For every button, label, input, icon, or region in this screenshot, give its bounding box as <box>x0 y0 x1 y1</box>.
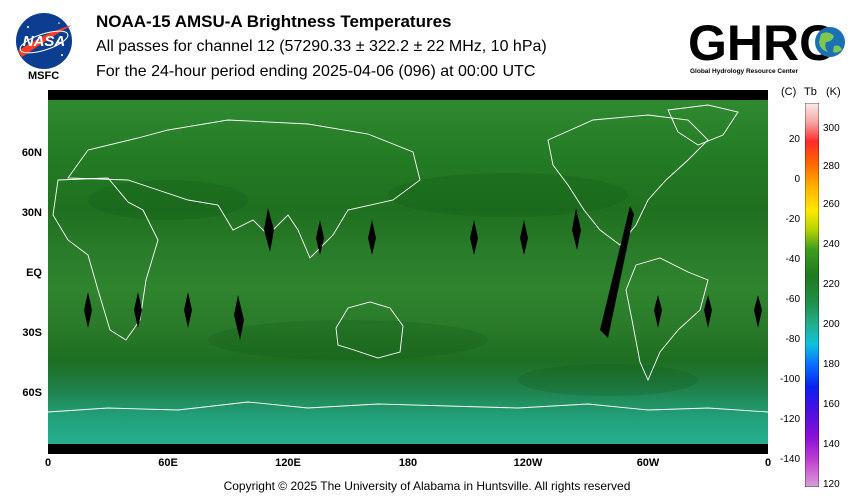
cb-c-minus-80: -80 <box>785 334 800 345</box>
colorbar-tb-header: Tb <box>804 86 817 98</box>
gap <box>84 292 92 328</box>
ghrc-logo: GHRC Global Hydrology Resource Center <box>688 15 845 75</box>
ghrc-logo-text: GHRC <box>688 15 835 71</box>
cb-c-minus-120: -120 <box>779 414 800 425</box>
cb-k-300: 300 <box>823 123 840 134</box>
gap <box>704 295 712 328</box>
lon-label-120w: 120W <box>513 457 543 469</box>
gap <box>520 220 528 255</box>
cb-c-0: 0 <box>794 174 800 185</box>
channel-subtitle: All passes for channel 12 (57290.33 ± 32… <box>96 38 547 55</box>
lat-label-30s: 30S <box>22 327 42 339</box>
gap <box>184 292 192 328</box>
swath-gaps <box>84 206 762 340</box>
lon-label-180: 180 <box>398 457 418 469</box>
page-title: NOAA-15 AMSU-A Brightness Temperatures <box>96 12 452 31</box>
coast-africa <box>52 177 159 341</box>
gap <box>470 220 478 255</box>
lon-label-60w: 60W <box>636 457 660 469</box>
cb-c-minus-40: -40 <box>785 254 800 265</box>
coast-south-america <box>625 257 709 382</box>
colorbar-kelvin-header: (K) <box>826 86 841 98</box>
cb-c-minus-140: -140 <box>779 454 800 465</box>
coast-australia <box>335 301 404 359</box>
coast-eurasia <box>67 119 421 259</box>
cb-k-200: 200 <box>823 319 840 330</box>
msfc-label: MSFC <box>28 70 60 82</box>
period-subtitle: For the 24-hour period ending 2025-04-06… <box>96 63 536 80</box>
gap <box>572 208 581 250</box>
cb-k-160: 160 <box>823 399 840 410</box>
colorbar <box>805 103 819 487</box>
cb-c-minus-60: -60 <box>785 294 800 305</box>
copyright-notice: Copyright © 2025 The University of Alaba… <box>223 479 631 493</box>
coastlines <box>48 104 768 413</box>
lat-label-30n: 30N <box>21 207 42 219</box>
gap <box>654 295 662 328</box>
colorbar-celsius-header: (C) <box>781 86 797 98</box>
lat-label-60s: 60S <box>22 387 42 399</box>
gap <box>368 220 376 255</box>
nasa-logo-text: NASA <box>23 33 66 50</box>
cb-k-180: 180 <box>823 359 840 370</box>
cb-c-minus-20: -20 <box>785 214 800 225</box>
lat-label-60n: 60N <box>21 147 42 159</box>
coast-north-america <box>547 114 709 246</box>
cb-k-240: 240 <box>823 239 840 250</box>
brightness-field <box>48 100 768 444</box>
ghrc-tagline: Global Hydrology Resource Center <box>690 68 798 75</box>
nasa-logo: NASA <box>16 13 72 69</box>
gap <box>754 295 762 328</box>
lat-label-eq: EQ <box>26 267 42 279</box>
lon-label-0-east: 0 <box>764 457 772 469</box>
gap <box>316 220 324 255</box>
cb-k-120: 120 <box>823 479 840 490</box>
cb-k-260: 260 <box>823 199 840 210</box>
lon-label-120e: 120E <box>275 457 301 469</box>
cb-c-20: 20 <box>788 134 800 145</box>
coast-greenland <box>667 104 739 146</box>
gap <box>600 206 634 338</box>
cb-c-minus-100: -100 <box>779 374 800 385</box>
gap <box>134 292 142 328</box>
lon-label-60e: 60E <box>158 457 178 469</box>
coast-antarctica <box>48 401 768 413</box>
gap <box>234 295 244 340</box>
lon-label-0-west: 0 <box>44 457 52 469</box>
brightness-map <box>48 90 768 454</box>
cb-k-140: 140 <box>823 439 840 450</box>
cb-k-220: 220 <box>823 279 840 290</box>
gap <box>264 208 274 252</box>
cb-k-280: 280 <box>823 161 840 172</box>
